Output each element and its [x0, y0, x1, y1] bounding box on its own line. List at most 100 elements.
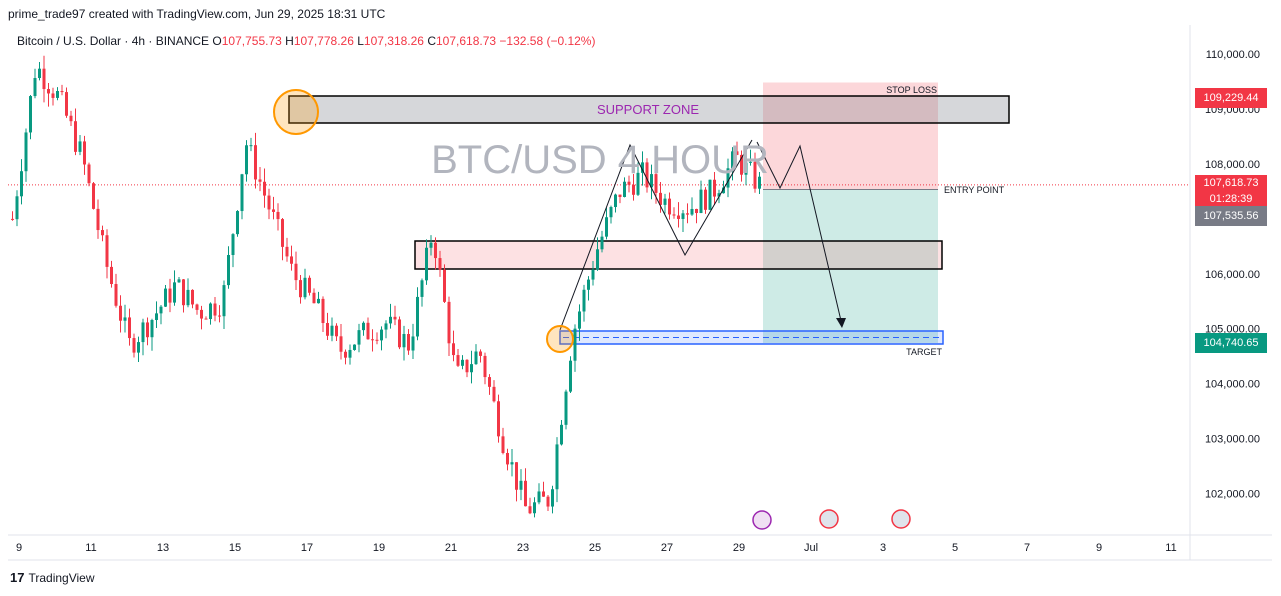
candle-body — [641, 162, 644, 173]
candle-body — [317, 298, 320, 304]
support-zone-box — [288, 95, 1010, 124]
candle-body — [110, 266, 113, 285]
candle-body — [146, 322, 149, 338]
candle-body — [285, 246, 289, 257]
candle-body — [357, 330, 361, 345]
projection-path — [756, 141, 843, 326]
candle-body — [164, 288, 167, 307]
candle-body — [695, 208, 698, 214]
candle-body — [11, 218, 14, 220]
open-value: 107,755.73 — [221, 34, 282, 48]
candle-body — [465, 359, 469, 373]
candle-body — [330, 325, 334, 336]
stop-loss-label: STOP LOSS — [886, 85, 937, 95]
x-tick-label: 21 — [445, 542, 457, 554]
y-tick-label: 104,000.00 — [1205, 379, 1260, 391]
candle-body — [123, 317, 127, 321]
candle-body — [132, 338, 136, 353]
candle-body — [443, 269, 446, 302]
candle-body — [542, 491, 545, 497]
candle-body — [479, 351, 482, 356]
candle-body — [717, 193, 721, 197]
candle-body — [321, 298, 325, 324]
candle-body — [137, 342, 140, 353]
change-value: −132.58 (−0.12%) — [499, 34, 596, 48]
highlight-circle-bottom — [546, 325, 574, 353]
candle-body — [726, 168, 730, 188]
brand-name: TradingView — [28, 570, 95, 585]
candle-body — [573, 328, 577, 361]
candle-body — [438, 258, 442, 270]
projection-arrowhead — [836, 318, 846, 328]
x-tick-label: 17 — [301, 542, 313, 554]
y-tick-label: 103,000.00 — [1205, 434, 1260, 446]
candle-body — [69, 115, 73, 122]
candle-body — [600, 236, 604, 250]
candle-body — [227, 255, 230, 286]
candle-body — [24, 132, 28, 172]
last-price-label: 107,618.73 01:28:39 — [1195, 175, 1267, 207]
candle-body — [267, 195, 271, 210]
candle-body — [263, 181, 266, 196]
highlight-circle-top — [273, 89, 319, 135]
x-tick-label: 7 — [1024, 542, 1030, 554]
target-price-label: 104,740.65 — [1195, 333, 1267, 353]
candle-body — [528, 506, 532, 514]
candle-body — [497, 401, 500, 437]
target-band — [559, 330, 944, 345]
candle-body — [83, 141, 86, 165]
candle-body — [29, 96, 32, 133]
candle-body — [15, 196, 19, 220]
candle-body — [492, 386, 496, 402]
candle-body — [240, 174, 244, 212]
candle-body — [380, 329, 383, 341]
low-value: 107,318.26 — [363, 34, 424, 48]
candle-body — [312, 292, 316, 304]
candle-body — [303, 277, 307, 298]
candle-body — [524, 480, 527, 507]
x-tick-label: 29 — [733, 542, 745, 554]
candle-body — [663, 198, 667, 205]
symbol-label[interactable]: Bitcoin / U.S. Dollar · 4h · BINANCE — [17, 34, 210, 48]
candle-body — [393, 316, 397, 320]
candle-body — [618, 194, 622, 197]
candle-body — [677, 215, 680, 219]
x-tick-label: 15 — [229, 542, 241, 554]
candle-body — [344, 351, 347, 358]
candle-body — [182, 279, 185, 306]
candle-body — [744, 162, 748, 175]
candle-body — [96, 208, 100, 231]
candle-body — [735, 151, 739, 155]
candle-body — [699, 189, 703, 214]
candle-body — [204, 318, 208, 320]
candle-body — [159, 306, 163, 314]
candle-body — [560, 424, 563, 445]
chart-watermark: BTC/USD 4 HOUR — [431, 138, 769, 182]
candle-body — [555, 444, 559, 490]
entry-point-label: ENTRY POINT — [944, 185, 1005, 195]
y-tick-label: 105,000.00 — [1205, 324, 1260, 336]
candle-body — [186, 289, 190, 306]
candle-body — [452, 343, 455, 356]
candle-body — [42, 68, 46, 90]
last-price-value: 107,618.73 — [1203, 177, 1259, 189]
candle-body — [546, 496, 550, 507]
candle-body — [591, 269, 595, 280]
candle-body — [155, 313, 158, 320]
x-tick-label: 23 — [517, 542, 529, 554]
candle-body — [47, 89, 50, 94]
candle-body — [686, 213, 689, 215]
y-tick-label: 106,000.00 — [1205, 269, 1260, 281]
candle-body — [753, 161, 757, 189]
candle-body — [362, 322, 365, 331]
candle-body — [708, 179, 712, 210]
candle-body — [627, 181, 631, 185]
candle-body — [191, 289, 194, 305]
candle-body — [258, 179, 262, 182]
profit-zone — [763, 189, 938, 343]
candle-body — [375, 339, 379, 341]
candle-body — [218, 315, 221, 317]
candle-body — [501, 436, 505, 453]
candle-body — [128, 317, 131, 339]
